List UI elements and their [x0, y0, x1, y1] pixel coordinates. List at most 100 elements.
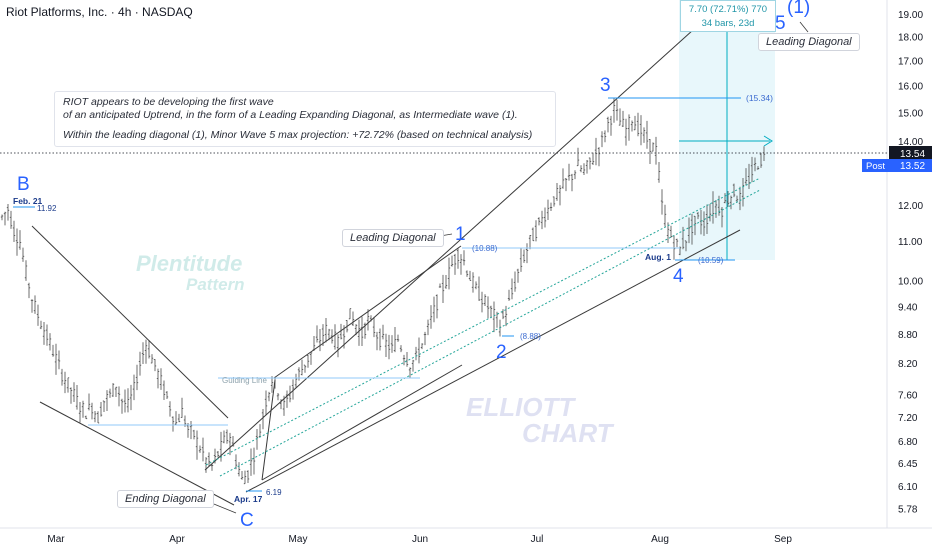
guiding-line-label: Guiding Line — [222, 376, 267, 385]
chart-header-title: Riot Platforms, Inc. · 4h · NASDAQ — [6, 5, 193, 19]
candle — [462, 250, 466, 266]
candle — [432, 296, 436, 323]
candle — [600, 131, 604, 148]
time-axis[interactable]: Mar Apr May Jun Jul Aug Sep — [47, 534, 792, 545]
candle — [375, 331, 379, 351]
candle — [612, 98, 616, 123]
post-price-value: 13.52 — [900, 161, 925, 172]
candle — [537, 217, 541, 226]
candle — [477, 276, 481, 301]
candle — [630, 120, 634, 132]
annotation-line-1: RIOT appears to be developing the first … — [63, 96, 274, 108]
candle — [426, 319, 430, 336]
candle — [105, 390, 109, 411]
trendline-wave1-lower — [261, 379, 276, 481]
candle — [75, 384, 79, 410]
candle — [174, 411, 178, 426]
candle — [54, 343, 58, 375]
candle — [510, 278, 514, 300]
price-axis[interactable]: 19.00 18.00 17.00 16.00 15.00 14.00 12.00 11.00… — [898, 10, 923, 515]
candle — [585, 160, 589, 174]
candle — [21, 247, 25, 262]
candle — [180, 397, 184, 418]
channel-teal-2 — [219, 189, 761, 477]
candle — [396, 334, 400, 342]
price-tick-label: 5.78 — [898, 504, 918, 515]
candle — [18, 230, 22, 250]
candle — [237, 462, 241, 477]
candle — [156, 368, 160, 389]
annotation-line-3: Within the leading diagonal (1), Minor W… — [63, 129, 533, 141]
candle — [36, 304, 40, 326]
candle — [285, 390, 289, 408]
candle — [351, 311, 355, 326]
candle — [168, 401, 172, 417]
candle — [252, 447, 256, 475]
candle — [762, 146, 766, 161]
candle — [654, 136, 658, 165]
price-tick-label: 17.00 — [898, 56, 923, 67]
candle — [543, 207, 547, 228]
candle — [330, 329, 334, 344]
candle — [750, 156, 754, 183]
candle — [753, 157, 757, 172]
candle — [387, 334, 391, 360]
time-tick-label: Aug — [651, 534, 669, 545]
candle — [570, 173, 574, 192]
candle — [609, 115, 613, 136]
candle — [207, 452, 211, 467]
wave-label-c: C — [240, 510, 254, 531]
post-price-label: Post — [866, 161, 885, 172]
price-tick-label: 6.45 — [898, 459, 918, 470]
candle — [93, 410, 97, 423]
candle — [519, 248, 523, 272]
candle — [708, 203, 712, 222]
candle — [309, 352, 313, 365]
candle — [45, 324, 49, 346]
candle — [303, 364, 307, 373]
candle — [192, 429, 196, 440]
candle — [456, 248, 460, 269]
candle — [42, 322, 46, 345]
wave-label-intermediate-1: (1) — [787, 0, 810, 18]
wave-label-4: 4 — [673, 266, 684, 287]
candle — [663, 204, 667, 227]
candle — [528, 234, 532, 250]
time-tick-label: Sep — [774, 534, 792, 545]
candle — [603, 130, 607, 143]
candle — [120, 398, 124, 414]
candle — [150, 354, 154, 364]
price-tick-label: 19.00 — [898, 10, 923, 21]
point-aug1: Aug. 1 — [645, 252, 671, 262]
candle — [210, 463, 214, 471]
time-tick-label: Mar — [47, 534, 65, 545]
candle — [30, 299, 34, 313]
candle — [51, 344, 55, 357]
candle — [138, 351, 142, 376]
trendline-wave1-upper — [273, 245, 462, 379]
candle — [513, 271, 517, 292]
candle — [465, 270, 469, 277]
point-wave2-value: (8.88) — [520, 332, 541, 341]
candle — [744, 168, 748, 186]
candle — [651, 142, 655, 152]
candle — [294, 373, 298, 388]
measure-change: 7.70 (72.71%) 770 — [688, 4, 768, 15]
candle — [9, 210, 13, 229]
candle — [6, 203, 10, 221]
candles — [0, 98, 766, 485]
candle — [123, 389, 127, 413]
candle — [567, 163, 571, 181]
candle — [393, 327, 397, 353]
candle — [549, 202, 553, 212]
candle — [591, 152, 595, 165]
trendline-b-upper — [31, 225, 229, 419]
candle — [405, 351, 409, 367]
candle — [525, 243, 529, 264]
candle — [726, 190, 730, 208]
point-apr17: Apr. 17 — [234, 494, 263, 504]
candle — [474, 281, 478, 290]
candle — [336, 334, 340, 358]
candle — [702, 211, 706, 236]
